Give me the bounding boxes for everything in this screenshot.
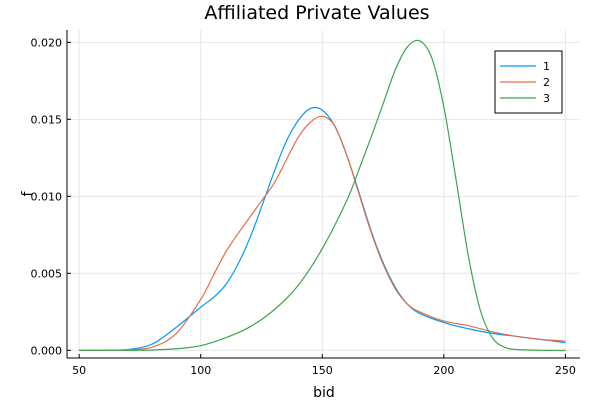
legend-label: 1 bbox=[543, 60, 550, 73]
series-line-1 bbox=[79, 106, 566, 351]
y-axis-label: f bbox=[20, 190, 36, 196]
legend-label: 2 bbox=[543, 76, 550, 89]
legend: 1 2 3 bbox=[494, 50, 563, 114]
y-tick-label: 0.000 bbox=[31, 344, 63, 357]
series-line-2 bbox=[79, 115, 566, 351]
axes bbox=[66, 30, 580, 359]
series-lines bbox=[79, 39, 566, 351]
x-tick-label: 150 bbox=[312, 364, 333, 377]
y-tick-label: 0.005 bbox=[31, 267, 63, 280]
y-tick-label: 0.015 bbox=[31, 113, 63, 126]
chart-title: Affiliated Private Values bbox=[204, 2, 429, 24]
x-tick-label: 50 bbox=[72, 364, 86, 377]
x-tick-label: 250 bbox=[555, 364, 576, 377]
y-tick-label: 0.020 bbox=[31, 36, 63, 49]
x-axis-label: bid bbox=[313, 385, 335, 400]
y-tick-label: 0.010 bbox=[31, 190, 63, 203]
ticks: 50 100 150 200 250 0.000 0.005 0.010 0.015 0.020 bbox=[31, 36, 576, 377]
series-line-3 bbox=[79, 39, 566, 351]
x-tick-label: 100 bbox=[190, 364, 211, 377]
legend-label: 3 bbox=[543, 92, 550, 105]
x-tick-label: 200 bbox=[433, 364, 454, 377]
